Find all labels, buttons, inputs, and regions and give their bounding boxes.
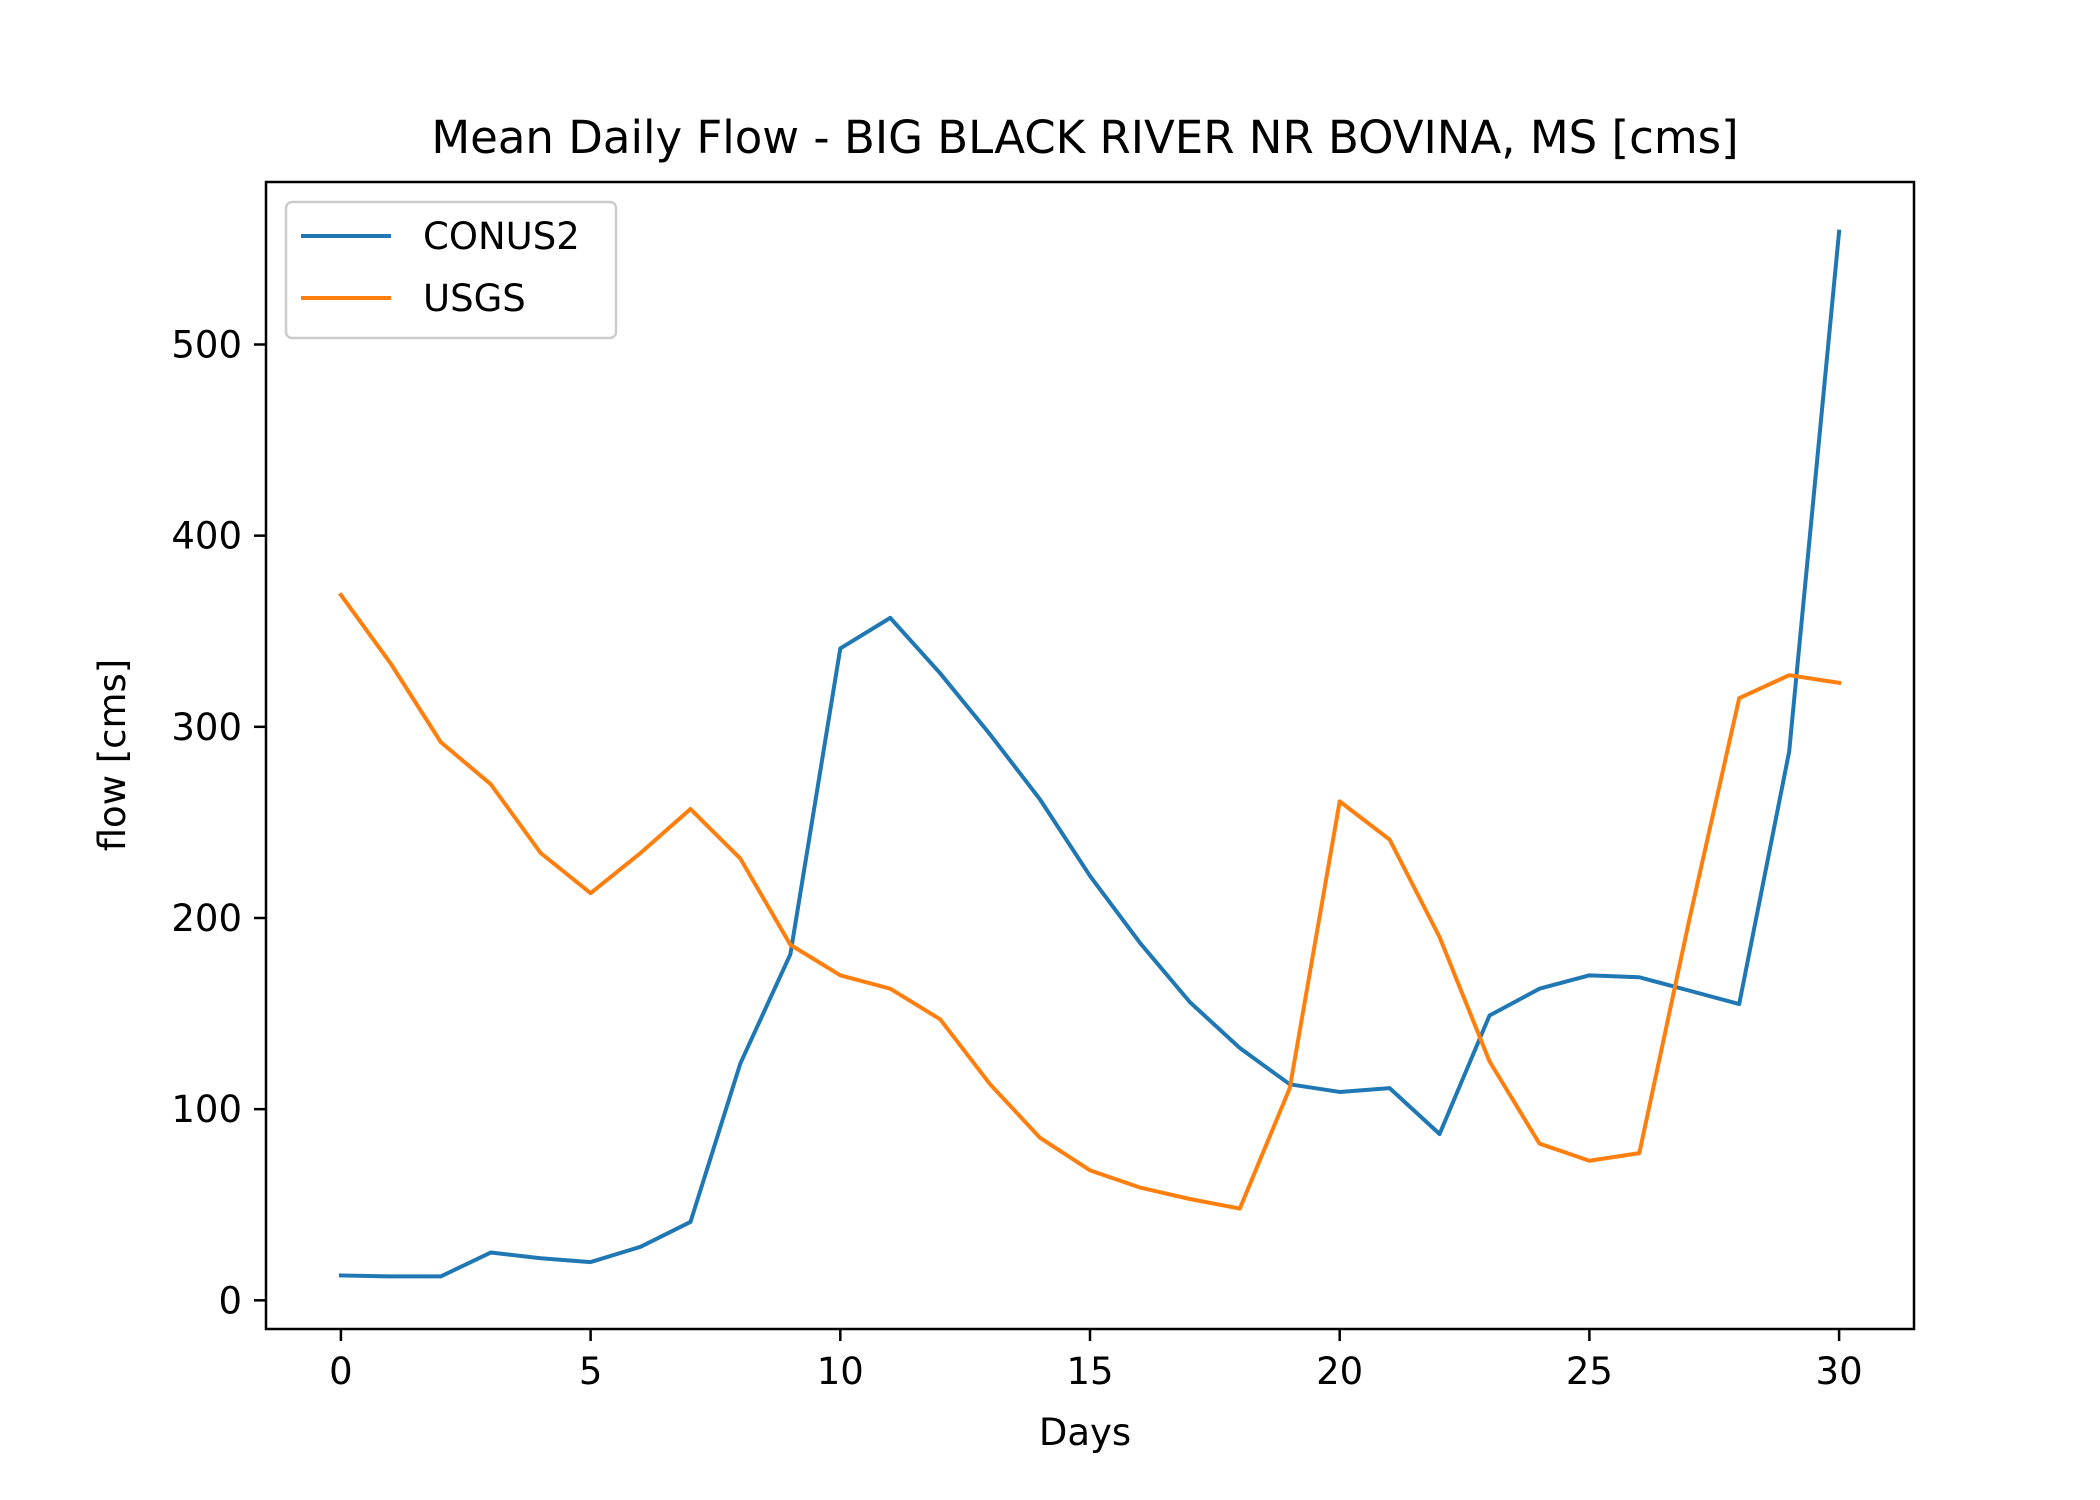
data-point-conus2	[1188, 1000, 1192, 1004]
y-tick-label: 200	[171, 897, 242, 940]
data-point-usgs	[838, 973, 842, 977]
data-point-conus2	[688, 1220, 692, 1224]
data-point-usgs	[1288, 1086, 1292, 1090]
data-point-conus2	[738, 1061, 742, 1065]
data-point-usgs	[1587, 1159, 1591, 1163]
data-point-conus2	[1438, 1132, 1442, 1136]
x-tick-label: 10	[817, 1350, 864, 1393]
data-point-conus2	[1637, 975, 1641, 979]
data-point-conus2	[1737, 1002, 1741, 1006]
series-line-usgs	[338, 592, 1842, 1211]
data-point-usgs	[988, 1082, 992, 1086]
series-line-conus2	[338, 229, 1842, 1279]
data-point-usgs	[539, 851, 543, 855]
data-point-conus2	[1138, 941, 1142, 945]
y-tick-label: 400	[171, 515, 242, 558]
data-point-usgs	[1038, 1136, 1042, 1140]
chart-title: Mean Daily Flow - BIG BLACK RIVER NR BOV…	[431, 111, 1738, 164]
data-point-usgs	[489, 782, 493, 786]
data-point-usgs	[1837, 681, 1841, 685]
x-tick-label: 25	[1566, 1350, 1613, 1393]
data-point-usgs	[1787, 673, 1791, 677]
x-tick-label: 30	[1816, 1350, 1863, 1393]
data-point-usgs	[1737, 696, 1741, 700]
x-tick-label: 20	[1316, 1350, 1363, 1393]
data-point-usgs	[1537, 1142, 1541, 1146]
data-point-conus2	[1488, 1013, 1492, 1017]
data-point-usgs	[788, 943, 792, 947]
x-axis-label: Days	[1039, 1411, 1131, 1454]
y-tick-label: 0	[218, 1279, 242, 1322]
data-point-usgs	[1637, 1151, 1641, 1155]
data-point-conus2	[1587, 973, 1591, 977]
data-point-conus2	[938, 671, 942, 675]
data-point-conus2	[639, 1245, 643, 1249]
data-point-conus2	[838, 646, 842, 650]
y-tick-label: 500	[171, 323, 242, 366]
data-point-usgs	[1338, 799, 1342, 803]
data-point-usgs	[1188, 1197, 1192, 1201]
data-point-conus2	[589, 1260, 593, 1264]
data-point-usgs	[1488, 1059, 1492, 1063]
data-point-conus2	[339, 1273, 343, 1277]
data-point-conus2	[988, 732, 992, 736]
data-point-conus2	[1338, 1090, 1342, 1094]
legend: CONUS2 USGS	[284, 200, 618, 340]
x-tick-label: 5	[579, 1350, 603, 1393]
data-point-usgs	[1687, 918, 1691, 922]
plot-area-frame	[264, 180, 1916, 1331]
data-point-usgs	[738, 857, 742, 861]
data-point-usgs	[888, 987, 892, 991]
data-point-conus2	[1088, 874, 1092, 878]
data-point-usgs	[1088, 1168, 1092, 1172]
data-point-usgs	[589, 891, 593, 895]
data-point-usgs	[339, 593, 343, 597]
data-point-conus2	[389, 1274, 393, 1278]
data-point-conus2	[539, 1256, 543, 1260]
data-point-usgs	[389, 662, 393, 666]
data-point-usgs	[1388, 838, 1392, 842]
y-tick-label: 100	[171, 1088, 242, 1131]
data-point-usgs	[639, 851, 643, 855]
data-point-conus2	[439, 1274, 443, 1278]
x-tick-label: 0	[329, 1350, 353, 1393]
data-point-conus2	[788, 952, 792, 956]
legend-label-conus2: CONUS2	[423, 215, 580, 258]
legend-label-usgs: USGS	[423, 277, 526, 320]
data-point-conus2	[1787, 750, 1791, 754]
data-point-conus2	[489, 1251, 493, 1255]
data-point-usgs	[1438, 935, 1442, 939]
data-point-usgs	[688, 807, 692, 811]
x-tick-label: 15	[1066, 1350, 1113, 1393]
data-point-conus2	[1687, 989, 1691, 993]
data-point-conus2	[1038, 797, 1042, 801]
data-point-conus2	[888, 616, 892, 620]
y-tick-label: 300	[171, 706, 242, 749]
data-point-conus2	[1837, 230, 1841, 234]
data-point-usgs	[1238, 1207, 1242, 1211]
data-point-conus2	[1388, 1086, 1392, 1090]
data-point-usgs	[439, 740, 443, 744]
data-point-conus2	[1537, 987, 1541, 991]
y-axis-label: flow [cms]	[91, 659, 134, 852]
data-point-usgs	[1138, 1186, 1142, 1190]
data-point-conus2	[1238, 1046, 1242, 1050]
data-point-usgs	[938, 1017, 942, 1021]
